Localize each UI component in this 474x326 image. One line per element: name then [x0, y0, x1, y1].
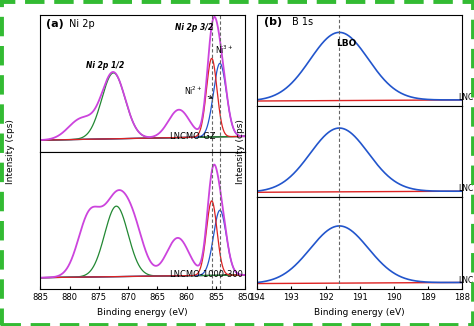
Text: Ni 2p 1/2: Ni 2p 1/2: [85, 61, 124, 70]
Text: Intensity (cps): Intensity (cps): [6, 119, 15, 184]
Text: B 1s: B 1s: [292, 17, 313, 27]
Text: LNCMO-1000-300: LNCMO-1000-300: [169, 270, 243, 279]
Text: LNCMO-GZ: LNCMO-GZ: [169, 132, 216, 141]
Text: Ni$^{3+}$: Ni$^{3+}$: [215, 44, 233, 56]
Text: Intensity (cps): Intensity (cps): [236, 119, 245, 184]
X-axis label: Binding energy (eV): Binding energy (eV): [314, 308, 405, 317]
Text: Ni 2p 3/2: Ni 2p 3/2: [174, 23, 213, 32]
Text: LBO: LBO: [337, 39, 357, 48]
Text: LNCMO-1000-300: LNCMO-1000-300: [459, 185, 474, 193]
Text: (a): (a): [46, 19, 64, 29]
Text: (b): (b): [264, 17, 282, 27]
Text: LNCMO-1000-200: LNCMO-1000-200: [459, 93, 474, 102]
Text: Ni$^{2+}$: Ni$^{2+}$: [184, 84, 212, 98]
Text: Ni 2p: Ni 2p: [69, 19, 95, 29]
Text: LNCMO-1000-400: LNCMO-1000-400: [459, 276, 474, 285]
X-axis label: Binding energy (eV): Binding energy (eV): [97, 308, 188, 317]
